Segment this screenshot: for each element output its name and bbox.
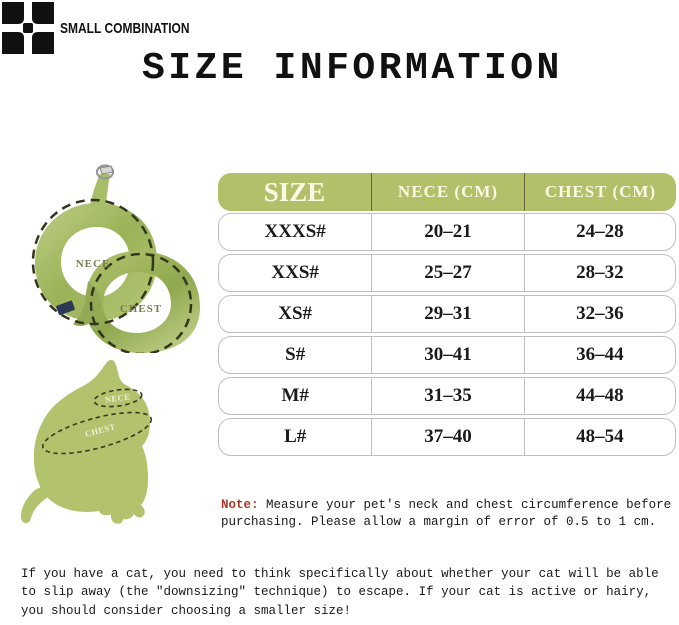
svg-text:NECE: NECE (76, 258, 111, 270)
svg-text:CHEST: CHEST (120, 303, 162, 315)
